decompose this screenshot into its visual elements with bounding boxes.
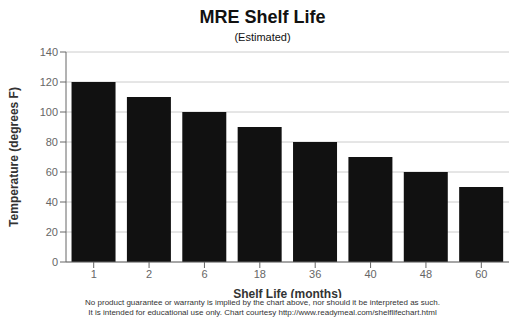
svg-text:2: 2 [146, 268, 152, 280]
svg-text:18: 18 [254, 268, 266, 280]
svg-text:Temperature (degrees F): Temperature (degrees F) [8, 87, 21, 227]
svg-text:140: 140 [40, 46, 58, 58]
svg-text:Shelf Life (months): Shelf Life (months) [233, 287, 342, 298]
html-text:It is intended for educational: It is intended for educational use only.… [88, 308, 437, 317]
svg-text:36: 36 [309, 268, 321, 280]
svg-text:0: 0 [52, 256, 58, 268]
html-text:MRE Shelf Life: MRE Shelf Life [199, 7, 326, 27]
svg-text:48: 48 [420, 268, 432, 280]
svg-text:1: 1 [91, 268, 97, 280]
svg-text:100: 100 [40, 106, 58, 118]
svg-text:80: 80 [46, 136, 58, 148]
html-text:(Estimated): (Estimated) [234, 31, 291, 43]
svg-text:6: 6 [201, 268, 207, 280]
html-text:No product guarantee or warran: No product guarantee or warranty is impl… [85, 298, 440, 307]
svg-text:60: 60 [475, 268, 487, 280]
svg-text:60: 60 [46, 166, 58, 178]
svg-text:120: 120 [40, 76, 58, 88]
svg-text:40: 40 [46, 196, 58, 208]
svg-text:20: 20 [46, 226, 58, 238]
svg-text:40: 40 [364, 268, 376, 280]
